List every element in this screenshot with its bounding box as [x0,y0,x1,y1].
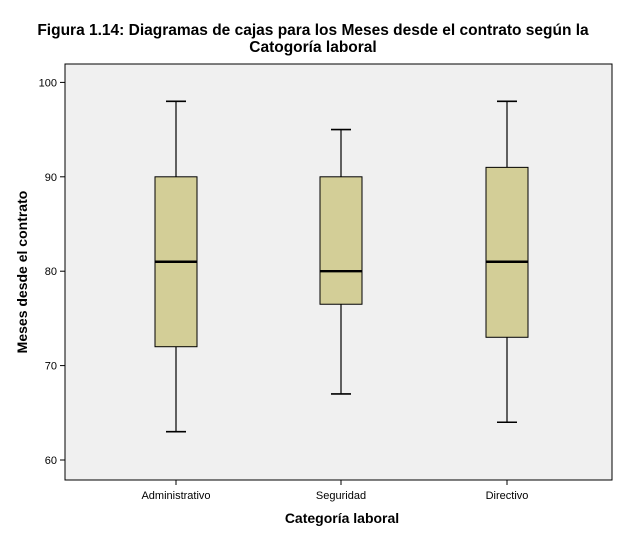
x-tick-label-seguridad: Seguridad [316,490,366,502]
chart-title-line2: Catogoría laboral [249,39,377,56]
box-administrativo [154,100,198,433]
y-tick-label: 100 [39,77,57,89]
box-directivo [485,100,529,424]
x-tick-label-directivo: Directivo [486,490,529,502]
boxes-group [154,100,529,433]
y-tick-label: 70 [45,361,57,373]
y-axis-label: Meses desde el contrato [14,191,30,354]
chart-title-line1: Figura 1.14: Diagramas de cajas para los… [37,22,589,39]
x-axis: Administrativo Seguridad Directivo [141,480,528,502]
x-axis-label: Categoría laboral [285,510,399,526]
y-tick-label: 80 [45,266,57,278]
y-axis: 60 70 80 90 100 [39,77,65,467]
chart-title: Figura 1.14: Diagramas de cajas para los… [0,22,626,56]
box-seguridad [319,128,363,395]
x-tick-label-administrativo: Administrativo [141,490,210,502]
y-tick-label: 90 [45,172,57,184]
iqr-box [319,176,363,305]
y-tick-label: 60 [45,455,57,467]
iqr-box [485,166,529,338]
